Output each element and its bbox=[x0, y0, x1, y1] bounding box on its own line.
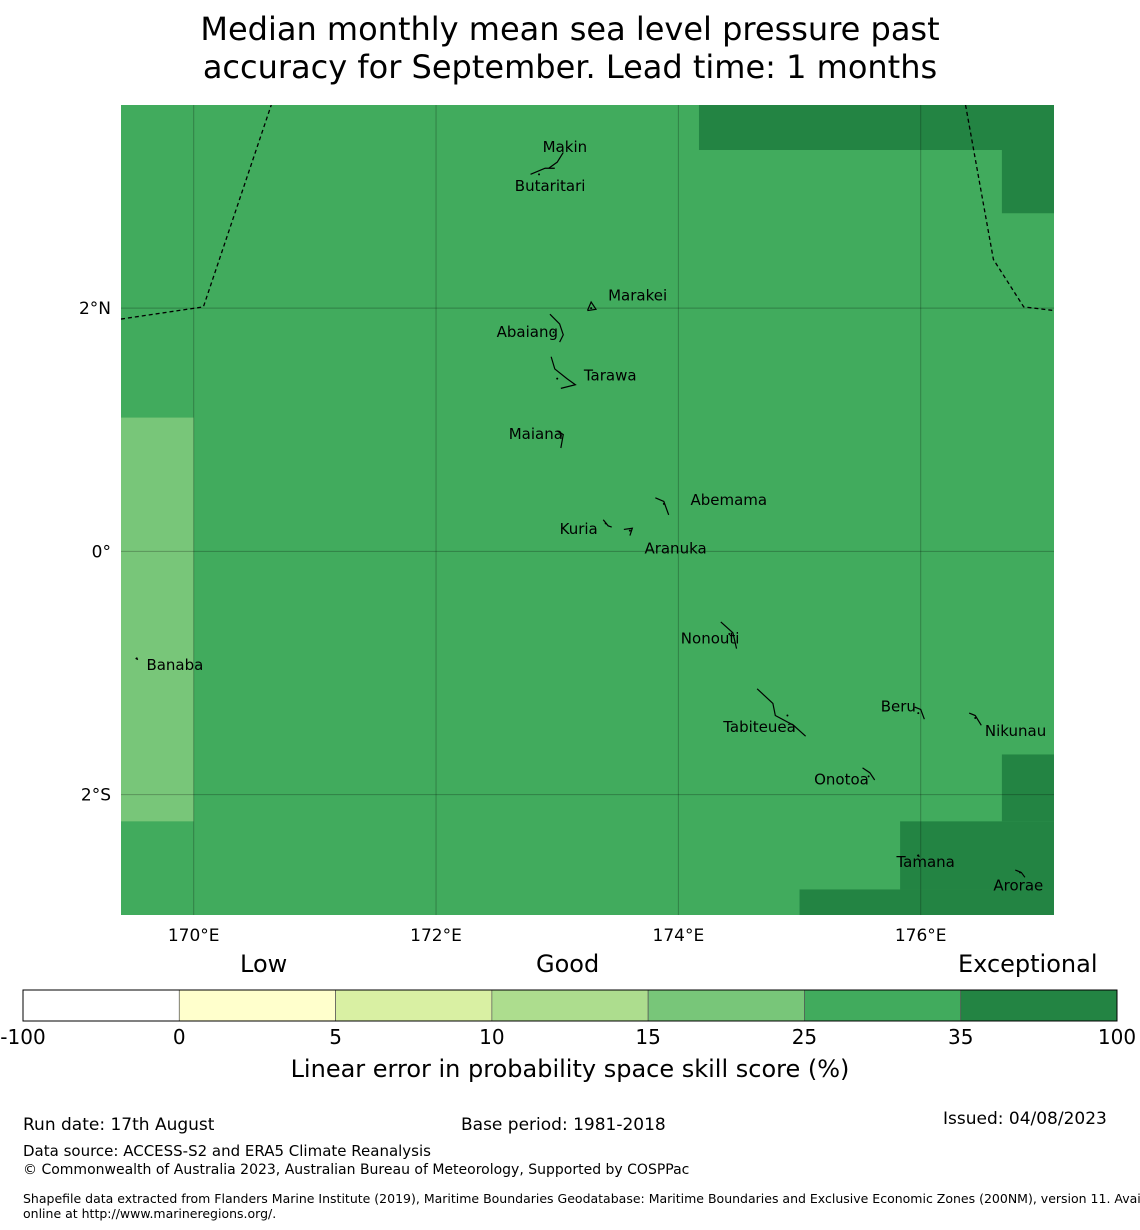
colorbar-tick-1: 0 bbox=[172, 1025, 186, 1049]
island-label-banaba: Banaba bbox=[146, 656, 203, 674]
island-marker-butaritari bbox=[538, 173, 541, 176]
scale-word-low: Low bbox=[240, 950, 288, 978]
eez-boundary-1 bbox=[964, 105, 1054, 312]
island-label-tamana: Tamana bbox=[895, 853, 954, 871]
skill-cell-4 bbox=[900, 821, 1054, 890]
island-marker-kuria bbox=[604, 522, 607, 525]
issued-date: Issued: 04/08/2023 bbox=[943, 1109, 1107, 1129]
island-label-onotoa: Onotoa bbox=[814, 771, 869, 789]
colorbar-frame bbox=[22, 989, 1118, 1022]
island-marker-nonouti bbox=[728, 633, 731, 636]
island-marker-arorae bbox=[1019, 871, 1022, 874]
island-outline-abaiang bbox=[549, 313, 564, 343]
lon-tick-label-174: 174°E bbox=[653, 926, 705, 946]
island-marker-beru bbox=[917, 712, 920, 715]
colorbar-tick-2: 5 bbox=[329, 1025, 342, 1049]
island-label-kuria: Kuria bbox=[560, 520, 598, 538]
island-marker-tamana bbox=[917, 854, 920, 857]
colorbar-tick-4: 15 bbox=[635, 1025, 661, 1049]
island-label-abaiang: Abaiang bbox=[497, 323, 558, 341]
eez-boundary-0 bbox=[121, 105, 272, 320]
copyright: © Commonwealth of Australia 2023, Austra… bbox=[23, 1162, 690, 1178]
skill-cell-2 bbox=[1001, 150, 1054, 214]
island-marker-banaba bbox=[135, 657, 138, 660]
skill-background bbox=[121, 105, 1054, 915]
island-label-makin: Makin bbox=[543, 138, 588, 156]
island-label-nikunau: Nikunau bbox=[985, 722, 1046, 740]
chart-title-line-1: Median monthly mean sea level pressure p… bbox=[200, 10, 940, 48]
colorbar-bin-3 bbox=[491, 989, 649, 1022]
colorbar-tick-6: 35 bbox=[947, 1025, 974, 1049]
island-outline-tabiteuea bbox=[756, 688, 807, 737]
island-outline-aranuka bbox=[623, 527, 634, 536]
colorbar-tick-0: -100 bbox=[0, 1025, 46, 1049]
skill-cell-3 bbox=[1001, 754, 1054, 822]
chart-title-line-2: accuracy for September. Lead time: 1 mon… bbox=[202, 48, 938, 86]
island-marker-aranuka bbox=[628, 529, 631, 532]
lon-tick-label-170: 170°E bbox=[168, 926, 220, 946]
island-label-tabiteuea: Tabiteuea bbox=[722, 718, 796, 736]
island-outline-nikunau bbox=[968, 712, 982, 726]
island-marker-abaiang bbox=[552, 331, 555, 334]
island-marker-onotoa bbox=[867, 775, 870, 778]
island-marker-nikunau bbox=[974, 716, 977, 719]
island-marker-maiana bbox=[559, 434, 562, 437]
lon-tick-label-176: 176°E bbox=[895, 926, 947, 946]
island-outline-kuria bbox=[602, 519, 612, 528]
chart-title: Median monthly mean sea level pressure p… bbox=[0, 10, 1140, 86]
island-marker-abemama bbox=[662, 502, 665, 505]
skill-cell-0 bbox=[121, 417, 194, 822]
island-label-aranuka: Aranuka bbox=[644, 539, 706, 557]
shapefile-credit-line-2: online at http://www.marineregions.org/. bbox=[23, 1206, 277, 1221]
island-outline-onotoa bbox=[862, 767, 876, 781]
island-marker-tarawa bbox=[556, 377, 559, 380]
island-outline-tarawa bbox=[550, 356, 577, 389]
lat-tick-label-2: 2°N bbox=[79, 299, 111, 319]
colorbar-bin-5 bbox=[804, 989, 962, 1022]
colorbar-bin-1 bbox=[178, 989, 336, 1022]
island-label-arorae: Arorae bbox=[993, 876, 1043, 894]
colorbar-bin-0 bbox=[22, 989, 180, 1022]
island-marker-makin bbox=[556, 147, 559, 150]
lat-tick-label-0: 0° bbox=[92, 542, 111, 562]
skill-cell-5 bbox=[799, 889, 1054, 915]
lat-tick-label--2: 2°S bbox=[81, 786, 111, 806]
skill-cell-1 bbox=[698, 105, 1054, 150]
island-outline-nonouti bbox=[720, 621, 738, 649]
base-period: Base period: 1981-2018 bbox=[461, 1115, 666, 1135]
island-marker-marakei bbox=[590, 307, 593, 310]
colorbar-bin-2 bbox=[335, 989, 493, 1022]
colorbar-bin-6 bbox=[960, 989, 1118, 1022]
colorbar-label: Linear error in probability space skill … bbox=[290, 1055, 850, 1083]
colorbar-bin-4 bbox=[647, 989, 805, 1022]
shapefile-credit-line-1: Shapefile data extracted from Flanders M… bbox=[23, 1191, 1140, 1206]
island-outline-arorae bbox=[1015, 869, 1026, 878]
map-area: Makin Butaritari Marakei Abaiang Tarawa Maian… bbox=[121, 105, 1054, 915]
island-outline-makin bbox=[548, 152, 564, 169]
island-label-beru: Beru bbox=[881, 698, 916, 716]
scale-word-exceptional: Exceptional bbox=[958, 950, 1098, 978]
colorbar-tick-5: 25 bbox=[791, 1025, 818, 1049]
island-outline-marakei bbox=[586, 300, 598, 312]
lon-tick-label-172: 172°E bbox=[410, 926, 462, 946]
island-label-nonouti: Nonouti bbox=[681, 629, 740, 647]
island-outline-maiana bbox=[556, 430, 564, 449]
island-label-marakei: Marakei bbox=[608, 286, 667, 304]
data-source: Data source: ACCESS-S2 and ERA5 Climate … bbox=[23, 1142, 431, 1160]
island-outline-butaritari bbox=[530, 167, 555, 175]
colorbar-tick-3: 10 bbox=[479, 1025, 505, 1049]
run-date: Run date: 17th August bbox=[23, 1115, 215, 1135]
island-label-butaritari: Butaritari bbox=[515, 177, 586, 195]
island-label-abemama: Abemama bbox=[690, 491, 767, 509]
island-label-tarawa: Tarawa bbox=[583, 367, 637, 385]
scale-word-good: Good bbox=[536, 950, 600, 978]
island-marker-tabiteuea bbox=[786, 714, 789, 717]
island-outline-abemama bbox=[655, 497, 670, 516]
colorbar-tick-7: 100 bbox=[1097, 1025, 1137, 1049]
island-label-maiana: Maiana bbox=[509, 425, 563, 443]
island-outline-beru bbox=[914, 706, 925, 720]
